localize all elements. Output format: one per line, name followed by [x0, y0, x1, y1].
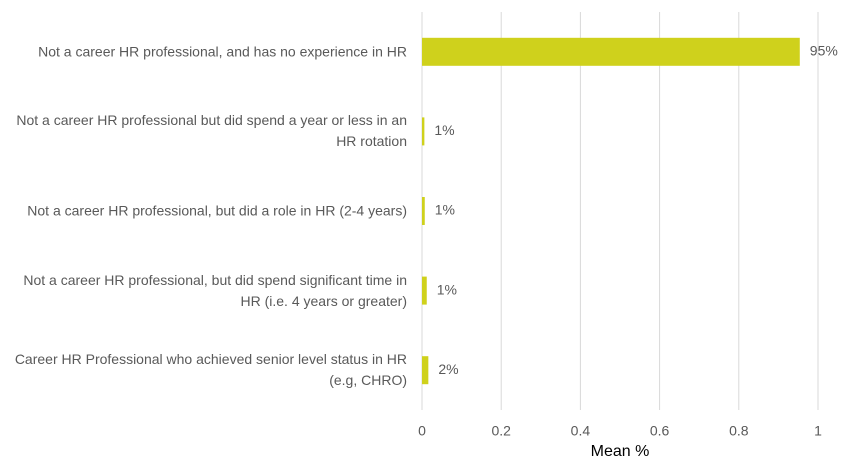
- x-tick-label: 0: [418, 423, 426, 439]
- bar: [422, 37, 800, 66]
- y-tick-label: Not a career HR professional, but did sp…: [23, 271, 407, 309]
- value-label: 1%: [437, 281, 457, 297]
- value-label: 1%: [434, 122, 454, 138]
- bar: [422, 197, 425, 225]
- y-tick-label: Not a career HR professional, but did a …: [27, 202, 407, 219]
- y-tick-label: Not a career HR professional, and has no…: [38, 43, 407, 60]
- bar: [422, 117, 425, 146]
- y-tick-label: Career HR Professional who achieved seni…: [14, 351, 407, 389]
- x-tick-label: 0.4: [571, 423, 591, 439]
- value-label: 95%: [810, 43, 838, 59]
- x-tick-label: 0.6: [650, 423, 670, 439]
- x-tick-label: 0.8: [729, 423, 749, 439]
- value-label: 2%: [438, 361, 458, 377]
- x-axis-title: Mean %: [591, 443, 650, 460]
- x-tick-label: 1: [814, 423, 822, 439]
- y-tick-label: Not a career HR professional but did spe…: [16, 112, 407, 150]
- value-label: 1%: [435, 202, 455, 218]
- bar: [422, 276, 427, 305]
- bar: [422, 356, 429, 385]
- x-tick-label: 0.2: [491, 423, 511, 439]
